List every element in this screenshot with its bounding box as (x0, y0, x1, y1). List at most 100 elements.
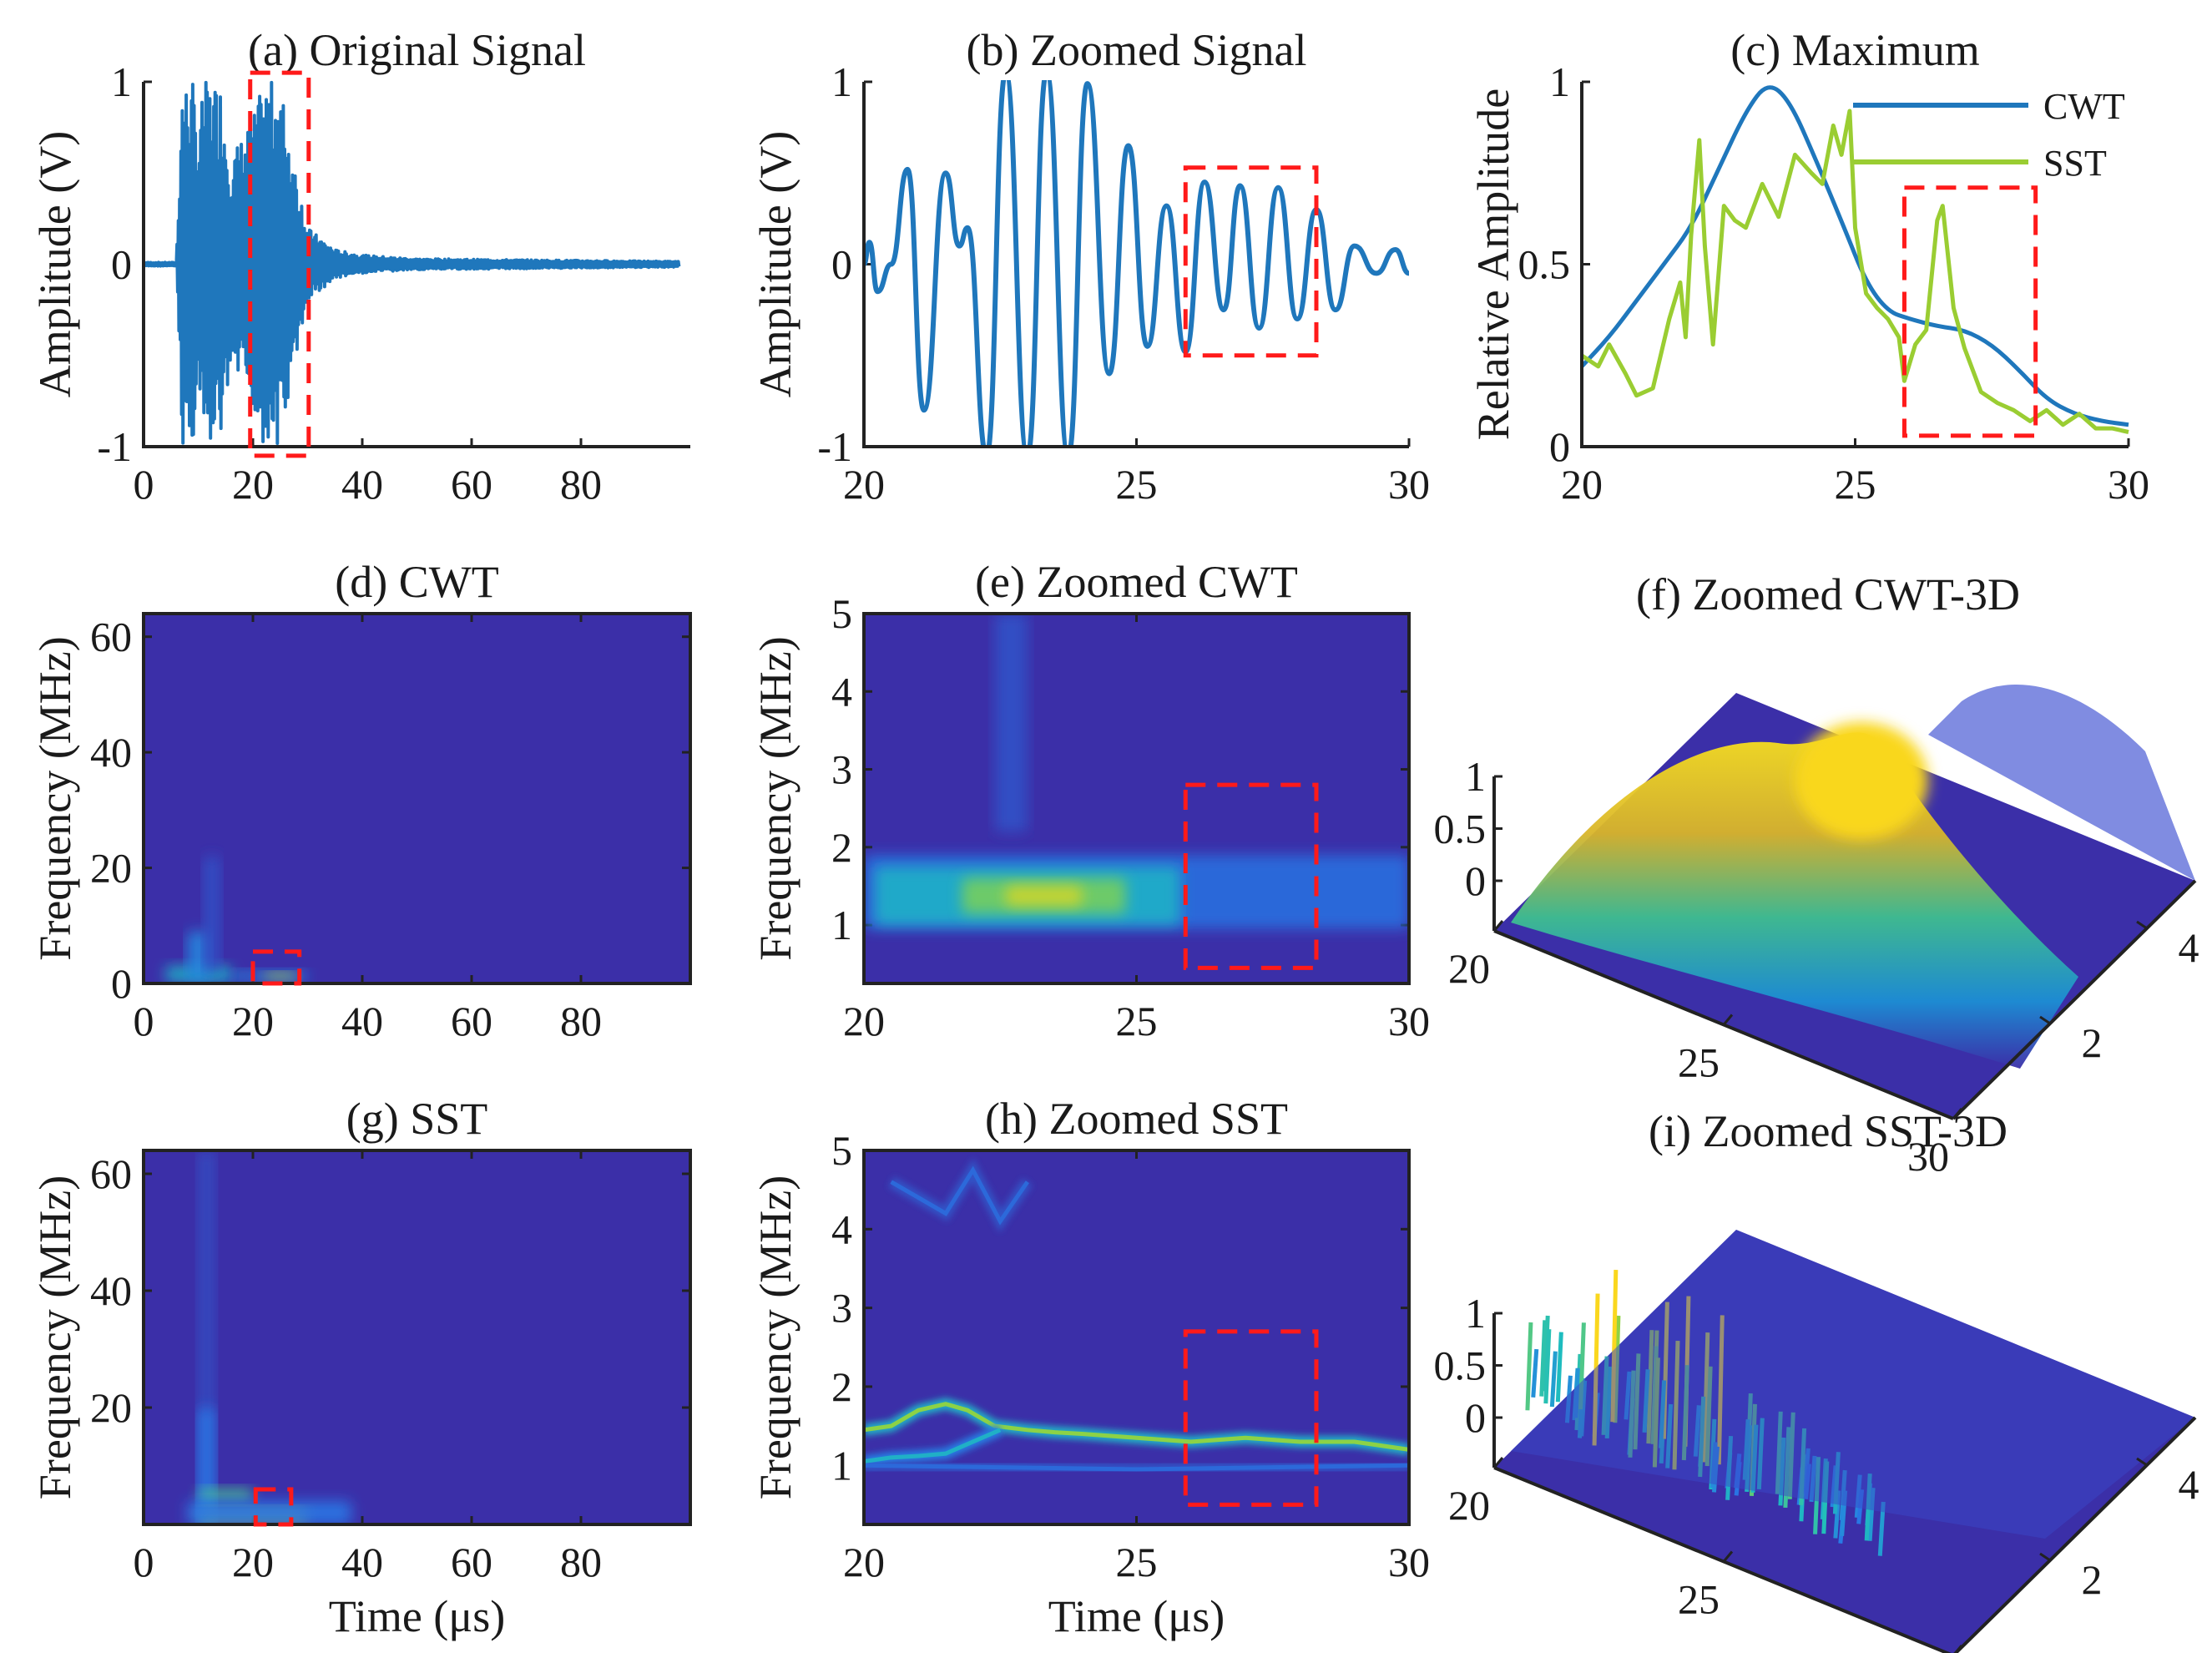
axis-frame (142, 612, 692, 985)
axis-lines (1580, 82, 2129, 448)
x-tick (1722, 1014, 1734, 1026)
heatmap-layer (864, 614, 1409, 929)
sst-line (1580, 109, 2129, 434)
y-axis-label: Amplitude (V) (30, 131, 80, 397)
surface-ridge (1928, 685, 2195, 881)
chart-title: (i) Zoomed SST-3D (1649, 1106, 2007, 1156)
roi-box (250, 949, 302, 986)
x-tick-label: 40 (341, 998, 383, 1044)
y-tick-label: 60 (90, 614, 132, 660)
y-axis-label: Amplitude (V) (750, 131, 800, 397)
legend-entry: CWT (2043, 86, 2125, 127)
axis-lines (862, 82, 1409, 448)
y-tick-label: 60 (90, 1150, 132, 1197)
axis-frame (862, 612, 1411, 985)
y-tick (2039, 1552, 2051, 1562)
x-tick-label: 0 (134, 1539, 154, 1585)
x-tick-label: 25 (1116, 998, 1158, 1044)
heat-region (198, 1489, 253, 1501)
heatmap-layer (165, 856, 308, 983)
chart-title: (h) Zoomed SST (985, 1094, 1288, 1144)
y-tick-label: 4 (831, 668, 852, 715)
y-axis-3d (1953, 1416, 2197, 1653)
x-tick-label: 20 (843, 998, 885, 1044)
x-tick-label: 0 (134, 998, 154, 1044)
x-tick-label: 30 (2108, 461, 2149, 508)
x-tick-label: 25 (1678, 1576, 1720, 1623)
y-tick (2136, 1457, 2148, 1467)
chart-title: (g) SST (346, 1094, 488, 1144)
surface-spike (1543, 1329, 1552, 1404)
y-tick-label: 3 (831, 1285, 852, 1332)
x-tick-label: 30 (1388, 461, 1430, 508)
surface-spike (1525, 1322, 1533, 1411)
x-tick-label: 80 (560, 998, 602, 1044)
surface-sheet (1511, 1230, 2195, 1539)
x-tick-label: 20 (1448, 945, 1490, 992)
y-tick-label: 0 (111, 960, 132, 1007)
heat-region (187, 1501, 351, 1524)
roi-box (1183, 782, 1319, 970)
heat-region (204, 856, 220, 973)
surface-spike (1531, 1348, 1539, 1398)
panel-g: (g) SST Frequency (MHz) Time (μs) 0 20 40 60 80… (30, 1094, 692, 1641)
x-tick (1722, 1550, 1734, 1563)
x-tick-label: 60 (451, 461, 492, 508)
x-tick-label: 30 (1388, 1539, 1430, 1585)
y-tick-label: 40 (90, 729, 132, 776)
z-tick-label: 0.5 (1434, 1342, 1487, 1389)
axis-frame (862, 1149, 1411, 1526)
cwt-line (1580, 85, 2129, 427)
roi-box (1183, 165, 1319, 358)
panel-h: (h) Zoomed SST Frequency (MHz) Time (μs) 20… (750, 1094, 1430, 1641)
roi-box (1901, 185, 2038, 438)
chart-title: (a) Original Signal (248, 25, 586, 75)
x-tick-label: 20 (1448, 1482, 1490, 1529)
x-tick-label: 80 (560, 461, 602, 508)
y-tick-label: 1 (111, 58, 132, 105)
y-tick-label: 4 (831, 1206, 852, 1252)
x-tick-label: 25 (1678, 1039, 1720, 1086)
ridge-line (890, 1165, 1029, 1226)
x-tick-label: 40 (341, 1539, 383, 1585)
y-tick-label: 40 (90, 1267, 132, 1314)
legend-entry: SST (2043, 143, 2107, 184)
y-tick-label: 0 (111, 241, 132, 288)
x-tick-label: 20 (232, 998, 274, 1044)
y-tick-label: 1 (831, 1442, 852, 1489)
x-tick (1492, 1457, 1504, 1468)
chart-title: (e) Zoomed CWT (975, 557, 1298, 607)
y-tick-label: 20 (90, 1384, 132, 1431)
x-tick-label: 20 (1561, 461, 1603, 508)
plot-area (144, 1150, 690, 1524)
x-tick-label: 20 (843, 1539, 885, 1585)
y-tick-label: 5 (831, 1127, 852, 1174)
x-tick-label: 60 (451, 998, 492, 1044)
chart-title: (b) Zoomed Signal (967, 25, 1307, 75)
surface-spike (1555, 1332, 1563, 1403)
y-axis-3d (1952, 879, 2197, 1120)
z-tick-label: 0 (1465, 1394, 1486, 1441)
y-tick-label: 1 (831, 58, 852, 105)
panel-d: (d) CWT Frequency (MHz) 0 20 40 60 80 0 20 40 60 (30, 557, 692, 1044)
x-tick-label: 20 (232, 1539, 274, 1585)
ridge-line (864, 1402, 1409, 1452)
y-tick-label: 1 (1549, 58, 1570, 105)
x-tick-label: 20 (232, 461, 274, 508)
y-tick-label: 1 (831, 902, 852, 948)
y-axis-label: Frequency (MHz) (750, 636, 800, 960)
surface-spike (1539, 1320, 1548, 1397)
axis-frame (142, 1149, 692, 1526)
axis-lines (142, 82, 690, 448)
x-tick (1952, 1108, 1963, 1120)
z-tick-label: 1 (1465, 1290, 1486, 1337)
y-tick-label: 4 (2179, 1461, 2199, 1508)
y-axis-label: Frequency (MHz) (30, 1175, 80, 1499)
panel-f: (f) Zoomed CWT-3D 0 0.5 1 20 25 30 2 4 (1434, 569, 2199, 1180)
roi-box (1183, 1329, 1319, 1507)
y-tick-label: 3 (831, 746, 852, 793)
x-axis-label: Time (μs) (1048, 1591, 1225, 1641)
y-axis-label: Relative Amplitude (1468, 88, 1518, 440)
y-tick (2039, 1015, 2051, 1025)
